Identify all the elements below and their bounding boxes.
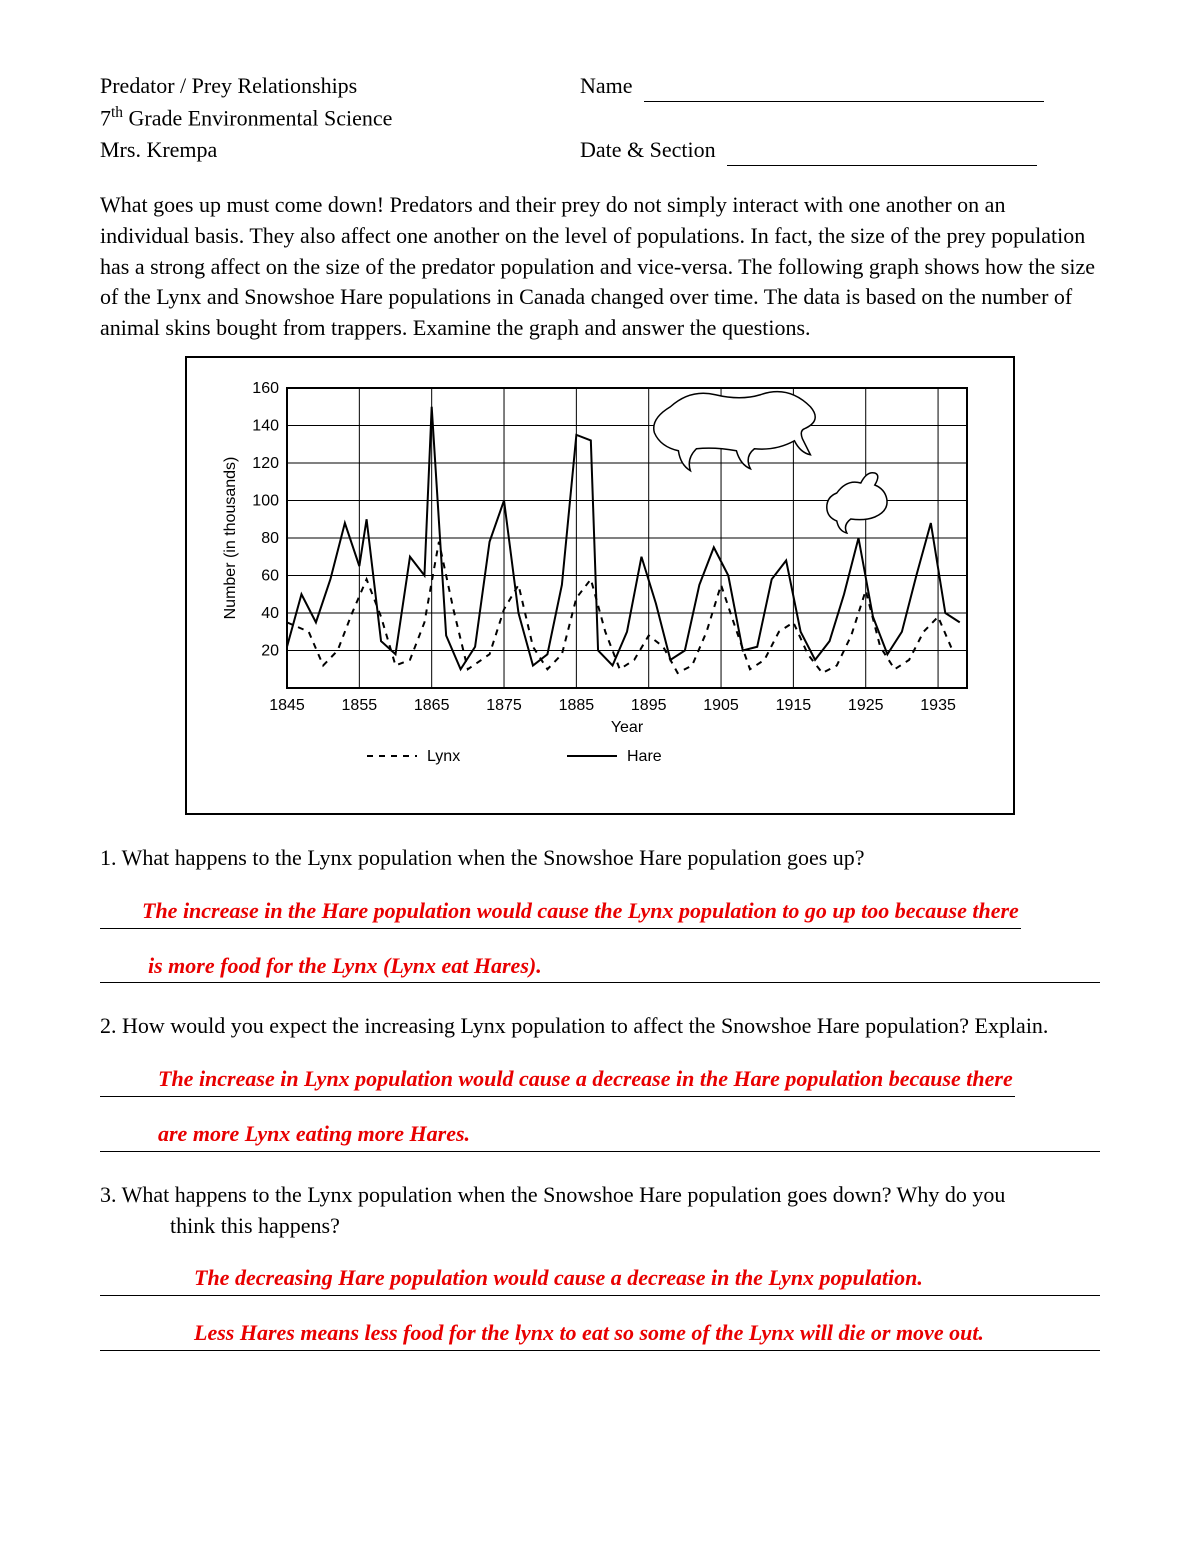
question-text: 2. How would you expect the increasing L…	[100, 1011, 1100, 1042]
y-tick-label: 120	[252, 455, 279, 472]
y-tick-label: 80	[261, 530, 279, 547]
intro-paragraph: What goes up must come down! Predators a…	[100, 190, 1100, 344]
y-tick-label: 20	[261, 642, 279, 659]
ordinal-suffix: th	[111, 104, 123, 121]
answer-text: The increase in Lynx population would ca…	[156, 1064, 1015, 1097]
answer-line[interactable]: The decreasing Hare population would cau…	[100, 1263, 1100, 1296]
answer-text: The decreasing Hare population would cau…	[192, 1263, 925, 1296]
x-tick-label: 1845	[269, 697, 305, 714]
answer-line[interactable]: The increase in Lynx population would ca…	[100, 1064, 1100, 1097]
name-field-row: Name	[580, 70, 1100, 102]
date-input-line[interactable]	[727, 140, 1037, 165]
answer-blank-suffix	[925, 1271, 1100, 1296]
name-label: Name	[580, 73, 633, 98]
answer-blank-suffix	[544, 958, 1100, 983]
x-tick-label: 1885	[559, 697, 595, 714]
answer-text: Less Hares means less food for the lynx …	[192, 1318, 986, 1351]
teacher-name: Mrs. Krempa	[100, 134, 580, 166]
lynx-icon	[654, 392, 815, 471]
date-field-row: Date & Section	[580, 134, 1100, 166]
answer-line[interactable]: are more Lynx eating more Hares.	[100, 1119, 1100, 1152]
grade-line: 7th Grade Environmental Science	[100, 102, 580, 134]
y-axis-label: Number (in thousands)	[222, 457, 239, 620]
answer-blank-prefix	[100, 1271, 192, 1296]
answer-blank-prefix	[100, 1127, 156, 1152]
question-text-cont: think this happens?	[170, 1211, 1100, 1242]
question-block: 3. What happens to the Lynx population w…	[100, 1180, 1100, 1351]
questions-section: 1. What happens to the Lynx population w…	[100, 843, 1100, 1351]
question-block: 1. What happens to the Lynx population w…	[100, 843, 1100, 983]
worksheet-page: Predator / Prey Relationships 7th Grade …	[0, 0, 1200, 1553]
question-block: 2. How would you expect the increasing L…	[100, 1011, 1100, 1151]
answer-blank-prefix	[100, 958, 146, 983]
y-tick-label: 140	[252, 417, 279, 434]
answer-blank-prefix	[100, 903, 140, 928]
x-tick-label: 1875	[486, 697, 522, 714]
answer-line[interactable]: Less Hares means less food for the lynx …	[100, 1318, 1100, 1351]
answer-line[interactable]: is more food for the Lynx (Lynx eat Hare…	[100, 951, 1100, 984]
answer-line[interactable]: The increase in the Hare population woul…	[100, 896, 1100, 929]
date-section-label: Date & Section	[580, 137, 716, 162]
name-input-line[interactable]	[644, 77, 1044, 102]
question-text: 3. What happens to the Lynx population w…	[100, 1180, 1100, 1211]
answer-text: The increase in the Hare population woul…	[140, 896, 1021, 929]
y-tick-label: 160	[252, 380, 279, 397]
y-tick-label: 40	[261, 605, 279, 622]
x-tick-label: 1915	[776, 697, 812, 714]
population-chart: 20 40 60 80 100 120 140 160 1845 1855 1865 1875 1885…	[197, 368, 987, 798]
x-tick-label: 1865	[414, 697, 450, 714]
header-right: Name Date & Section	[580, 70, 1100, 166]
worksheet-title: Predator / Prey Relationships	[100, 70, 580, 102]
y-tick-label: 100	[252, 492, 279, 509]
question-text: 1. What happens to the Lynx population w…	[100, 843, 1100, 874]
population-chart-frame: 20 40 60 80 100 120 140 160 1845 1855 1865 1875 1885…	[185, 356, 1015, 815]
x-axis-label: Year	[611, 719, 644, 736]
x-tick-label: 1895	[631, 697, 667, 714]
answer-blank-suffix	[986, 1326, 1100, 1351]
legend-label: Hare	[627, 748, 662, 765]
x-tick-label: 1935	[920, 697, 956, 714]
worksheet-header: Predator / Prey Relationships 7th Grade …	[100, 70, 1100, 166]
answer-blank-suffix	[472, 1127, 1100, 1152]
x-tick-label: 1855	[342, 697, 378, 714]
y-tick-label: 60	[261, 567, 279, 584]
answer-blank-prefix	[100, 1326, 192, 1351]
answer-text: are more Lynx eating more Hares.	[156, 1119, 472, 1152]
legend-label: Lynx	[427, 748, 460, 765]
hare-icon	[827, 473, 887, 533]
x-tick-label: 1905	[703, 697, 739, 714]
header-left: Predator / Prey Relationships 7th Grade …	[100, 70, 580, 166]
x-tick-label: 1925	[848, 697, 884, 714]
answer-blank-prefix	[100, 1072, 156, 1097]
answer-text: is more food for the Lynx (Lynx eat Hare…	[146, 951, 544, 984]
